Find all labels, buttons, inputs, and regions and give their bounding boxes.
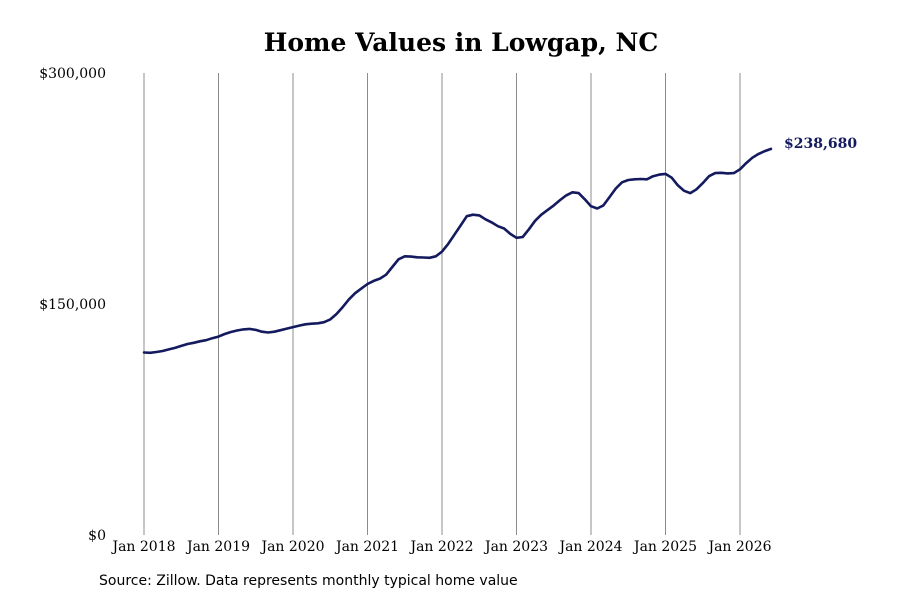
y-tick-label: $0 — [88, 528, 106, 544]
x-tick-label: Jan 2022 — [408, 539, 473, 555]
x-tick-label: Jan 2023 — [483, 539, 548, 555]
grid-lines — [143, 73, 741, 535]
y-axis-ticks: $0 $150,000 $300,000 — [39, 66, 106, 544]
chart-title: Home Values in Lowgap, NC — [264, 28, 658, 57]
x-axis-ticks: Jan 2018 Jan 2019 Jan 2020 Jan 2021 Jan 2022… — [110, 539, 771, 555]
x-tick-label: Jan 2018 — [110, 539, 175, 555]
source-note: Source: Zillow. Data represents monthly … — [99, 573, 518, 589]
x-tick-label: Jan 2026 — [706, 539, 771, 555]
x-tick-label: Jan 2019 — [185, 539, 250, 555]
x-tick-label: Jan 2020 — [259, 539, 324, 555]
x-tick-label: Jan 2024 — [557, 539, 622, 555]
x-tick-label: Jan 2025 — [632, 539, 697, 555]
end-value-label: $238,680 — [784, 136, 857, 152]
y-tick-label: $300,000 — [39, 66, 106, 82]
x-tick-label: Jan 2021 — [334, 539, 399, 555]
y-tick-label: $150,000 — [39, 297, 106, 313]
home-value-line — [142, 147, 773, 355]
